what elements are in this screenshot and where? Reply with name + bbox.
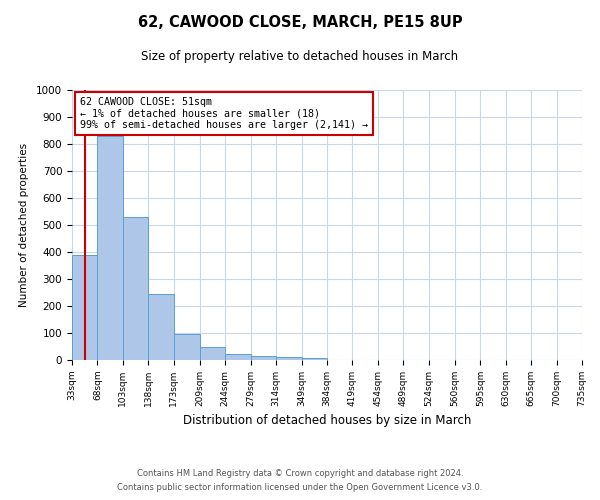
Bar (225, 354, 251, 360)
Bar (302, 358, 327, 360)
Bar (251, 356, 276, 360)
Bar (72, 254, 97, 360)
Bar (123, 217, 148, 360)
Bar (276, 357, 302, 360)
Bar (174, 334, 200, 360)
X-axis label: Distribution of detached houses by size in March: Distribution of detached houses by size … (183, 414, 471, 428)
Bar (97, 136, 123, 360)
Text: 62, CAWOOD CLOSE, MARCH, PE15 8UP: 62, CAWOOD CLOSE, MARCH, PE15 8UP (137, 15, 463, 30)
Text: 62 CAWOOD CLOSE: 51sqm
← 1% of detached houses are smaller (18)
99% of semi-deta: 62 CAWOOD CLOSE: 51sqm ← 1% of detached … (80, 97, 368, 130)
Text: Contains public sector information licensed under the Open Government Licence v3: Contains public sector information licen… (118, 484, 482, 492)
Bar (200, 346, 225, 360)
Y-axis label: Number of detached properties: Number of detached properties (19, 143, 29, 307)
Bar (148, 294, 174, 360)
Text: Size of property relative to detached houses in March: Size of property relative to detached ho… (142, 50, 458, 63)
Text: Contains HM Land Registry data © Crown copyright and database right 2024.: Contains HM Land Registry data © Crown c… (137, 468, 463, 477)
